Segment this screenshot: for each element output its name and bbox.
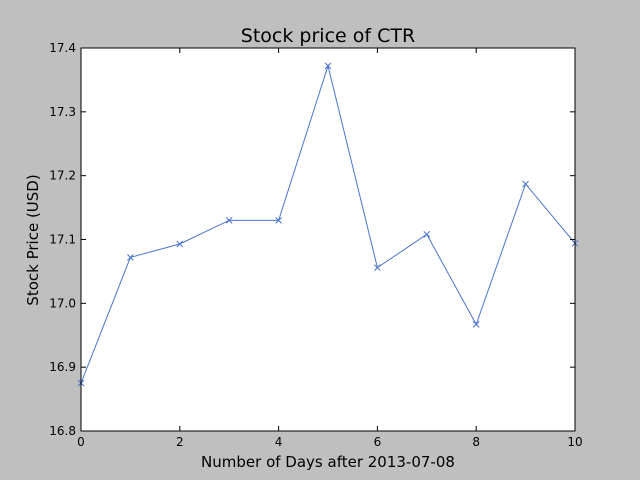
data-point-marker <box>472 321 480 328</box>
x-axis-label: Number of Days after 2013-07-08 <box>201 453 455 471</box>
y-tick-label: 17.2 <box>49 169 76 183</box>
plot-frame <box>80 47 576 432</box>
x-tick-label: 10 <box>567 435 582 449</box>
data-point-marker <box>324 62 332 70</box>
chart-title: Stock price of CTR <box>241 25 415 47</box>
axis-layer: 0 2 4 6 8 10 16.8 16.9 17.0 17.1 17.2 17.3 17.4 <box>49 41 582 449</box>
series-layer <box>77 62 579 387</box>
data-point-marker <box>275 216 282 224</box>
y-tick-label: 16.8 <box>49 424 76 438</box>
data-point-marker <box>374 264 381 271</box>
x-tick-label: 0 <box>77 435 85 449</box>
data-point-marker <box>176 240 184 248</box>
data-point-marker <box>423 231 431 238</box>
data-point-marker <box>127 254 134 261</box>
y-tick-label: 17.4 <box>49 41 76 55</box>
y-tick-label: 17.1 <box>49 233 76 247</box>
y-axis-label: Stock Price (USD) <box>24 174 42 305</box>
x-tick-label: 8 <box>472 435 480 449</box>
data-point-marker <box>522 180 529 188</box>
y-tick-label: 17.0 <box>49 296 76 310</box>
x-tick-label: 4 <box>275 435 283 449</box>
plot-area <box>81 48 575 431</box>
x-tick-label: 6 <box>374 435 382 449</box>
y-tick-label: 17.3 <box>49 105 76 119</box>
x-tick-label: 2 <box>176 435 184 449</box>
data-point-marker <box>225 216 233 224</box>
y-tick-label: 16.9 <box>49 360 76 374</box>
